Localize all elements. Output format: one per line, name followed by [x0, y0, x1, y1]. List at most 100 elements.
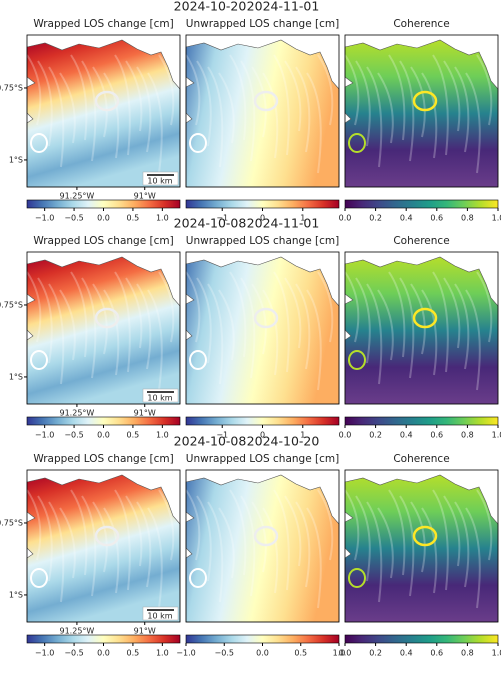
relief — [355, 60, 371, 147]
colorbar-tick-label: 0.0 — [339, 431, 352, 440]
relief — [125, 60, 143, 132]
relief — [136, 501, 152, 588]
caldera — [412, 525, 438, 547]
island — [26, 474, 181, 623]
caldera — [348, 568, 366, 588]
relief — [169, 277, 186, 364]
map-panel — [26, 251, 186, 405]
map-frame — [26, 34, 181, 188]
y-tick-label: 0.75°S — [0, 83, 23, 92]
x-tick-label: 91°W — [134, 192, 156, 201]
colorbar-tick-label: 0.5 — [127, 214, 140, 223]
relief — [328, 277, 345, 364]
relief — [158, 271, 175, 343]
relief — [295, 66, 311, 153]
date-title: 2024-10-20 — [247, 434, 320, 449]
relief — [158, 54, 175, 126]
relief — [136, 66, 152, 153]
relief — [92, 66, 108, 138]
relief — [421, 72, 438, 159]
colorbar — [26, 199, 181, 209]
caldera — [412, 307, 438, 329]
relief — [70, 489, 88, 576]
x-tick-label: 91°W — [134, 409, 156, 418]
colorbar-tick-label: 0.2 — [369, 649, 382, 658]
colorbar-tick-label: 0.0 — [339, 214, 352, 223]
relief — [218, 289, 235, 361]
relief — [476, 489, 493, 561]
relief — [251, 66, 267, 138]
relief — [487, 495, 501, 581]
colorbar-tick-label: −1.0 — [35, 214, 54, 223]
colorbar-tick-label: −0.5 — [64, 649, 83, 658]
relief — [284, 277, 302, 349]
caldera — [189, 350, 207, 370]
relief — [196, 495, 212, 582]
relief — [240, 60, 256, 162]
colorbar-tick-label: 0.0 — [339, 649, 352, 658]
relief — [92, 501, 108, 573]
relief — [26, 54, 42, 126]
relief — [103, 289, 120, 376]
map-panel — [26, 469, 186, 623]
colorbar-tick-label: −1.0 — [35, 431, 54, 440]
x-tick-label: 91°W — [134, 627, 156, 636]
relief — [465, 72, 481, 174]
panel-title: Coherence — [393, 453, 449, 465]
caldera — [348, 350, 366, 370]
colorbar-tick-label: 0.4 — [400, 431, 413, 440]
map-frame — [344, 251, 499, 405]
map-frame — [26, 469, 181, 623]
relief — [317, 271, 334, 343]
colorbar-tick-label: −1.0 — [35, 649, 54, 658]
relief — [410, 66, 426, 138]
relief — [114, 489, 131, 591]
colorbar — [344, 416, 499, 426]
colorbar-tick-label: 0.5 — [127, 649, 140, 658]
colorbar — [26, 416, 181, 426]
colorbar-tick-label: −0.5 — [215, 649, 234, 658]
panel-title: Unwrapped LOS change [cm] — [186, 453, 339, 465]
relief — [399, 60, 415, 162]
relief — [262, 289, 279, 376]
relief — [218, 72, 235, 144]
colorbar-tick-label: 0.5 — [127, 431, 140, 440]
relief — [410, 283, 426, 355]
colorbar-tick-label: 0.5 — [294, 649, 307, 658]
map-panel — [344, 251, 501, 405]
relief — [48, 66, 65, 168]
relief — [273, 489, 290, 591]
colorbar-tick-label: 1.0 — [492, 649, 501, 658]
colorbar-tick-label: 0.8 — [461, 214, 474, 223]
relief — [48, 501, 65, 603]
colorbar — [26, 634, 181, 644]
colorbar-tick-label: 1 — [300, 214, 305, 223]
caldera — [348, 133, 366, 153]
caldera — [94, 90, 120, 112]
caldera — [253, 307, 279, 329]
relief — [136, 283, 152, 370]
relief — [306, 507, 322, 609]
relief — [59, 72, 76, 144]
relief — [103, 72, 120, 159]
colorbar-tick-label: 0.2 — [369, 214, 382, 223]
panel-title: Wrapped LOS change [cm] — [33, 18, 173, 30]
panel-title: Wrapped LOS change [cm] — [33, 453, 173, 465]
relief — [59, 289, 76, 361]
relief — [81, 277, 97, 379]
x-tick-label: 91.25°W — [60, 627, 95, 636]
relief — [103, 507, 120, 594]
y-tick-label: 1°S — [9, 155, 23, 164]
island — [185, 256, 340, 405]
map-frame — [344, 469, 499, 623]
panel-title: Unwrapped LOS change [cm] — [186, 235, 339, 247]
relief — [169, 60, 186, 147]
relief — [476, 54, 493, 126]
relief — [185, 54, 201, 126]
relief — [388, 271, 406, 358]
relief — [306, 289, 322, 391]
relief — [284, 60, 302, 132]
island — [185, 474, 340, 623]
colorbar — [185, 634, 340, 644]
